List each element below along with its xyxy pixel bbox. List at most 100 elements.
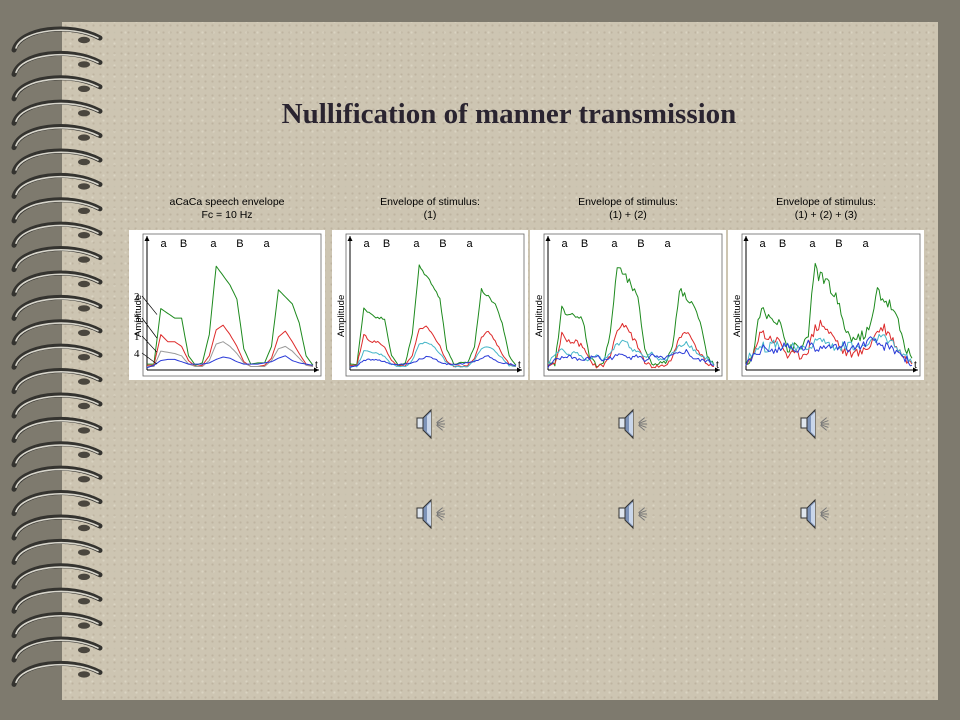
speaker-icon[interactable] [416, 406, 446, 442]
curve-number-label: 2 [134, 291, 140, 303]
series-line [547, 349, 715, 368]
series-line [349, 355, 517, 369]
curve-number-label: 4 [134, 348, 140, 360]
x-axis-label: t [914, 360, 917, 371]
x-axis-label: t [716, 360, 719, 371]
series-line [147, 324, 314, 367]
phoneme-label: B [180, 238, 187, 250]
chart-panel-3: Envelope of stimulus: (1) + (2) t Amplitu… [530, 196, 726, 384]
chart-title-3: Envelope of stimulus: (1) + (2) [530, 196, 726, 222]
chart-title-4: Envelope of stimulus: (1) + (2) + (3) [728, 196, 924, 222]
phoneme-label: a [760, 238, 767, 250]
phoneme-label: B [779, 238, 786, 250]
chart-title-line: (1) [423, 209, 437, 221]
speaker-icon[interactable] [618, 496, 648, 532]
y-axis-label: Amplitude [336, 295, 347, 337]
phoneme-label: B [637, 238, 644, 250]
curve-number-label: 3 [134, 313, 140, 325]
phoneme-label: a [611, 238, 618, 250]
y-axis-arrow [347, 236, 353, 241]
phoneme-label: a [466, 238, 473, 250]
curve-number-label: 1 [134, 331, 140, 343]
spiral-binding [11, 26, 103, 687]
speaker-icon[interactable] [800, 406, 830, 442]
y-axis-label: Amplitude [133, 295, 144, 337]
series-line [349, 325, 517, 368]
y-axis-arrow [545, 236, 551, 241]
y-axis-arrow [144, 236, 150, 241]
series-line [146, 355, 314, 369]
curve-leader-line [141, 317, 158, 339]
speaker-icon[interactable] [800, 496, 830, 532]
phoneme-label: a [364, 238, 371, 250]
chart-title-line: (1) + (2) [609, 209, 647, 221]
y-axis-arrow [743, 236, 749, 241]
phoneme-label: B [383, 238, 390, 250]
speaker-glyph [800, 498, 829, 530]
plot-frame [142, 233, 322, 377]
plot-frame [345, 233, 525, 377]
phoneme-label: a [862, 238, 869, 250]
phoneme-label: a [210, 238, 217, 250]
chart-title-1: aCaCa speech envelope Fc = 10 Hz [129, 196, 325, 222]
chart-title-line: aCaCa speech envelope [169, 196, 285, 208]
series-line [349, 264, 517, 366]
curve-leader-line [141, 352, 158, 365]
phoneme-label: a [161, 238, 168, 250]
phoneme-label: B [439, 238, 446, 250]
series-line [547, 323, 715, 369]
phoneme-label: B [835, 238, 842, 250]
series-line [349, 341, 517, 368]
series-line [745, 262, 913, 365]
chart-panel-1: aCaCa speech envelope Fc = 10 Hz t Amplit… [129, 196, 325, 384]
speaker-icon[interactable] [416, 496, 446, 532]
series-line [745, 319, 913, 366]
curve-leader-line [141, 295, 158, 315]
speaker-glyph [618, 408, 647, 440]
series-line [547, 339, 715, 366]
series-line [147, 265, 314, 366]
phoneme-label: B [581, 238, 588, 250]
speaker-glyph [416, 498, 445, 530]
x-axis-arrow [314, 367, 319, 373]
x-axis-label: t [315, 360, 318, 371]
x-axis-arrow [517, 367, 522, 373]
speaker-glyph [416, 408, 445, 440]
phoneme-label: a [413, 238, 420, 250]
x-axis-arrow [715, 367, 720, 373]
phoneme-label: a [809, 238, 816, 250]
speaker-glyph [618, 498, 647, 530]
series-line [547, 267, 715, 368]
y-axis-label: Amplitude [534, 295, 545, 337]
chart-title-line: Envelope of stimulus: [578, 196, 678, 208]
chart-title-line: Envelope of stimulus: [776, 196, 876, 208]
plot-frame [741, 233, 921, 377]
slide-title: Nullification of manner transmission [281, 98, 737, 130]
speaker-glyph [800, 408, 829, 440]
series-line [147, 341, 314, 367]
chart-title-2: Envelope of stimulus: (1) [332, 196, 528, 222]
series-line [745, 333, 913, 366]
x-axis-arrow [913, 367, 918, 373]
chart-title-line: Fc = 10 Hz [201, 209, 253, 221]
chart-title-line: (1) + (2) + (3) [794, 209, 858, 221]
plot-frame [543, 233, 723, 377]
phoneme-label: a [263, 238, 270, 250]
phoneme-label: B [236, 238, 243, 250]
speaker-icon[interactable] [618, 406, 648, 442]
phoneme-label: a [664, 238, 671, 250]
curve-leader-line [141, 335, 158, 353]
